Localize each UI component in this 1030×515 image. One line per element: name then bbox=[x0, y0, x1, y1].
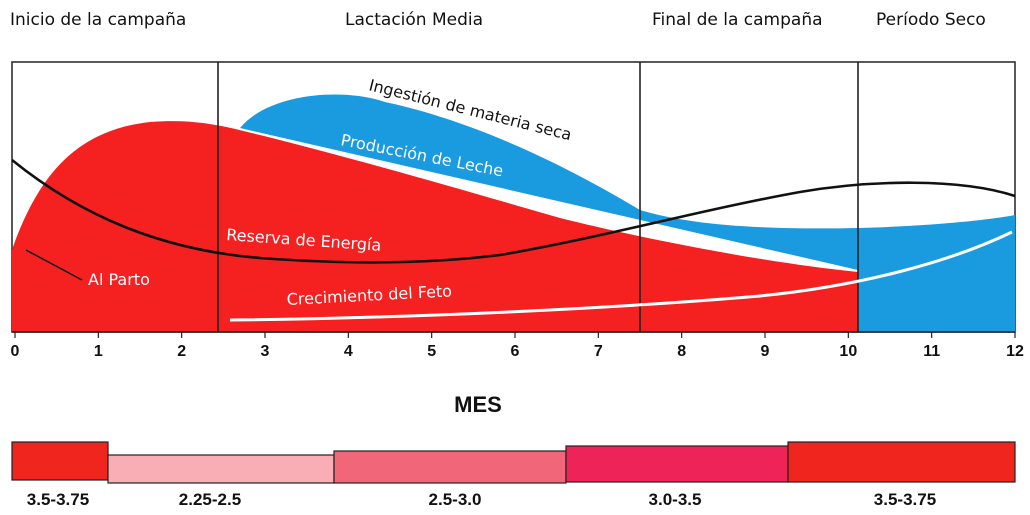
x-tick-label: 2 bbox=[177, 343, 186, 360]
x-tick-label: 4 bbox=[344, 343, 353, 360]
x-tick-label: 12 bbox=[1006, 343, 1024, 360]
x-tick-label: 0 bbox=[11, 343, 20, 360]
condition-segment-label: 2.25-2.5 bbox=[179, 490, 241, 509]
intake-line bbox=[11, 158, 1016, 264]
condition-segment-label: 3.5-3.75 bbox=[27, 490, 89, 509]
energy-reserve-area bbox=[12, 121, 858, 332]
condition-segment bbox=[565, 445, 789, 483]
x-axis: 0 1 2 3 4 5 6 7 8 9 10 11 12 bbox=[11, 331, 1024, 360]
condition-segment-label: 3.0-3.5 bbox=[649, 490, 702, 509]
phase-end-label: Final de la campaña bbox=[652, 10, 823, 30]
condition-segment-label: 2.5-3.0 bbox=[429, 490, 482, 509]
milk-production-area bbox=[240, 94, 1015, 332]
x-tick-label: 3 bbox=[261, 343, 270, 360]
phase-start-label: Inicio de la campaña bbox=[10, 10, 186, 30]
x-tick-label: 10 bbox=[839, 343, 857, 360]
x-tick-label: 9 bbox=[761, 343, 770, 360]
body-condition-bar: 3.5-3.75 2.25-2.5 2.5-3.0 3.0-3.5 3.5-3.75 bbox=[11, 441, 1016, 509]
x-tick-label: 1 bbox=[94, 343, 103, 360]
x-tick-label: 6 bbox=[511, 343, 520, 360]
condition-segment bbox=[11, 441, 109, 481]
birth-label: Al Parto bbox=[88, 270, 150, 289]
x-tick-label: 7 bbox=[594, 343, 603, 360]
phase-dry-label: Período Seco bbox=[876, 10, 986, 30]
condition-segment bbox=[333, 450, 567, 484]
x-tick-label: 8 bbox=[677, 343, 686, 360]
x-tick-label: 5 bbox=[427, 343, 436, 360]
condition-segment bbox=[107, 454, 335, 484]
condition-segment-label: 3.5-3.75 bbox=[874, 490, 936, 509]
x-axis-title: MES bbox=[454, 392, 502, 417]
fetus-growth-line bbox=[229, 230, 1013, 322]
condition-segment bbox=[787, 441, 1016, 483]
birth-pointer bbox=[25, 249, 83, 281]
phase-mid-label: Lactación Media bbox=[345, 10, 483, 30]
x-tick-label: 11 bbox=[923, 343, 940, 360]
